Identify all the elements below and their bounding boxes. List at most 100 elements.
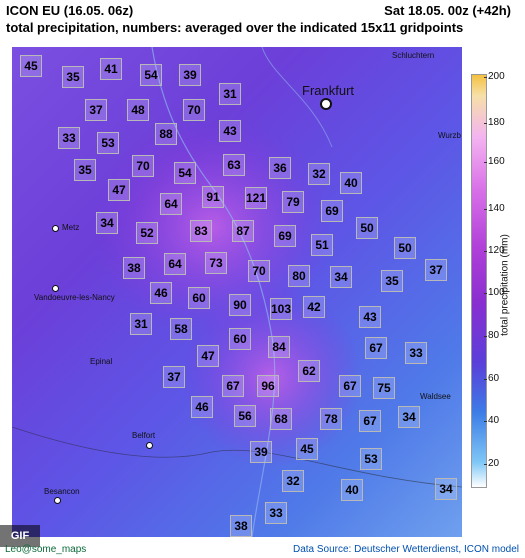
grid-cell-value: 56 <box>234 405 256 427</box>
grid-cell-value: 39 <box>250 441 272 463</box>
grid-cell-value: 37 <box>425 259 447 281</box>
grid-cell-value: 54 <box>140 64 162 86</box>
grid-cell-value: 32 <box>308 163 330 185</box>
grid-cell-value: 35 <box>381 270 403 292</box>
grid-cell-value: 38 <box>230 515 252 537</box>
grid-cell-value: 38 <box>123 257 145 279</box>
city-label-schluchtern: Schluchtern <box>392 51 435 60</box>
grid-cell-value: 62 <box>298 360 320 382</box>
colorbar-tick: 100 <box>484 287 505 298</box>
grid-cell-value: 88 <box>155 123 177 145</box>
grid-cell-value: 51 <box>311 234 333 256</box>
grid-cell-value: 67 <box>365 337 387 359</box>
city-marker-metz <box>52 225 59 232</box>
city-marker-besancon <box>54 497 61 504</box>
grid-cell-value: 40 <box>340 172 362 194</box>
author-credit: Leo@some_maps <box>5 544 87 555</box>
river-line-north <box>261 47 333 148</box>
grid-cell-value: 45 <box>20 55 42 77</box>
grid-cell-value: 63 <box>223 154 245 176</box>
grid-cell-value: 103 <box>270 298 292 320</box>
colorbar-tick: 180 <box>484 117 505 128</box>
grid-cell-value: 87 <box>232 220 254 242</box>
grid-cell-value: 32 <box>282 470 304 492</box>
colorbar-tick: 20 <box>483 458 500 469</box>
gif-badge[interactable]: GIF <box>0 525 40 547</box>
border-line <box>12 426 462 488</box>
grid-cell-value: 70 <box>183 99 205 121</box>
grid-cell-value: 34 <box>435 478 457 500</box>
grid-cell-value: 52 <box>136 222 158 244</box>
grid-cell-value: 34 <box>96 212 118 234</box>
valid-time: Sat 18.05. 00z (+42h) <box>384 3 511 18</box>
city-marker-belfort <box>146 442 153 449</box>
grid-cell-value: 121 <box>245 187 267 209</box>
colorbar-tick: 200 <box>484 71 505 82</box>
grid-cell-value: 46 <box>191 396 213 418</box>
grid-cell-value: 78 <box>320 408 342 430</box>
map-subtitle: total precipitation, numbers: averaged o… <box>6 20 464 35</box>
grid-cell-value: 43 <box>219 120 241 142</box>
city-label-nancy: Vandoeuvre-les-Nancy <box>34 293 115 302</box>
grid-cell-value: 39 <box>179 64 201 86</box>
city-marker-frankfurt <box>320 98 332 110</box>
grid-cell-value: 67 <box>359 410 381 432</box>
city-label-belfort: Belfort <box>132 431 156 440</box>
colorbar-label: total precipitation (mm) <box>499 234 511 336</box>
colorbar-tick: 80 <box>483 330 500 341</box>
grid-cell-value: 31 <box>219 83 241 105</box>
grid-cell-value: 33 <box>265 502 287 524</box>
grid-cell-value: 43 <box>359 306 381 328</box>
city-label-wurzburg: Wurzb <box>438 131 461 140</box>
grid-cell-value: 91 <box>202 186 224 208</box>
colorbar-tick: 140 <box>484 203 505 214</box>
grid-cell-value: 41 <box>100 58 122 80</box>
grid-cell-value: 40 <box>341 479 363 501</box>
grid-cell-value: 83 <box>190 220 212 242</box>
city-label-epinal: Epinal <box>90 357 113 366</box>
grid-cell-value: 47 <box>197 345 219 367</box>
grid-cell-value: 34 <box>398 406 420 428</box>
city-label-metz: Metz <box>62 223 80 232</box>
grid-cell-value: 34 <box>330 266 352 288</box>
colorbar-tick: 60 <box>483 373 500 384</box>
grid-cell-value: 45 <box>296 438 318 460</box>
grid-cell-value: 90 <box>229 294 251 316</box>
grid-cell-value: 47 <box>108 179 130 201</box>
grid-cell-value: 70 <box>248 260 270 282</box>
grid-cell-value: 37 <box>163 366 185 388</box>
grid-cell-value: 54 <box>174 162 196 184</box>
grid-cell-value: 67 <box>222 375 244 397</box>
grid-cell-value: 96 <box>257 375 279 397</box>
city-label-frankfurt: Frankfurt <box>302 83 355 98</box>
grid-cell-value: 84 <box>268 336 290 358</box>
precipitation-map: 45 35 41 54 39 31 37 48 70 33 53 88 43 35 70 54 63 36 32 40… <box>12 47 462 537</box>
grid-cell-value: 64 <box>160 193 182 215</box>
grid-cell-value: 53 <box>360 448 382 470</box>
colorbar-tick: 40 <box>483 415 500 426</box>
grid-cell-value: 37 <box>85 99 107 121</box>
grid-cell-value: 60 <box>229 328 251 350</box>
colorbar <box>471 74 487 488</box>
grid-cell-value: 50 <box>356 217 378 239</box>
city-label-besancon: Besancon <box>44 487 80 496</box>
colorbar-tick: 160 <box>484 156 505 167</box>
heavy-rain-core-south <box>182 287 362 467</box>
grid-cell-value: 67 <box>339 375 361 397</box>
grid-cell-value: 53 <box>97 132 119 154</box>
city-marker-nancy <box>52 285 59 292</box>
grid-cell-value: 79 <box>282 191 304 213</box>
grid-cell-value: 36 <box>269 157 291 179</box>
grid-cell-value: 31 <box>130 313 152 335</box>
grid-cell-value: 35 <box>74 159 96 181</box>
grid-cell-value: 69 <box>274 225 296 247</box>
grid-cell-value: 70 <box>132 155 154 177</box>
grid-cell-value: 58 <box>170 318 192 340</box>
grid-cell-value: 80 <box>288 265 310 287</box>
grid-cell-value: 69 <box>321 200 343 222</box>
grid-cell-value: 46 <box>150 282 172 304</box>
grid-cell-value: 42 <box>303 296 325 318</box>
grid-cell-value: 60 <box>188 287 210 309</box>
grid-cell-value: 64 <box>164 253 186 275</box>
colorbar-tick: 120 <box>484 245 505 256</box>
